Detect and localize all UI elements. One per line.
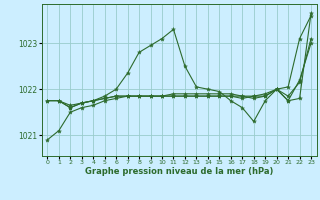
X-axis label: Graphe pression niveau de la mer (hPa): Graphe pression niveau de la mer (hPa) [85,167,273,176]
